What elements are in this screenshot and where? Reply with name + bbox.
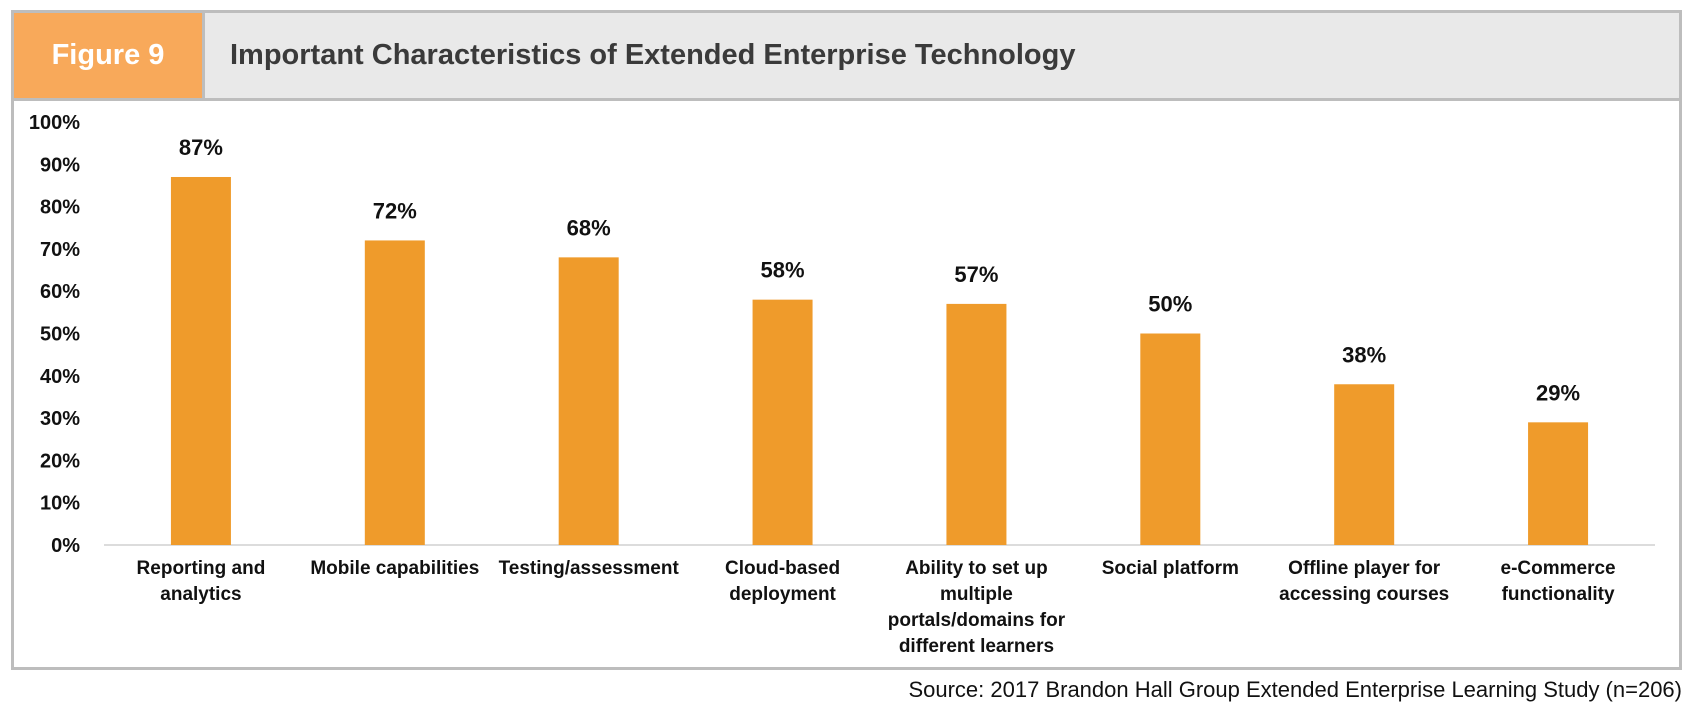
bar-chart: 0% 10% 20% 30% 40% 50% 60% 70% 80% 90% 100% 87% Repo… — [29, 112, 1655, 657]
bar — [1334, 384, 1395, 545]
data-label: 57% — [954, 262, 998, 287]
x-tick-label: Mobile capabilities — [310, 558, 479, 579]
data-label: 50% — [1148, 292, 1192, 317]
y-tick-label: 80% — [40, 197, 80, 219]
y-tick-label: 50% — [40, 324, 80, 346]
y-tick-label: 40% — [40, 366, 80, 388]
y-tick-label: 100% — [29, 112, 80, 134]
bar — [752, 299, 813, 545]
data-label: 68% — [567, 215, 611, 240]
source-note: Source: 2017 Brandon Hall Group Extended… — [908, 677, 1682, 702]
y-tick-label: 20% — [40, 450, 80, 472]
bar — [946, 303, 1007, 545]
x-tick-label: different learners — [899, 636, 1054, 657]
x-tick-label: Reporting and — [137, 558, 266, 579]
bar — [170, 176, 231, 545]
x-tick-label: Testing/assessment — [499, 558, 680, 579]
y-tick-label: 70% — [40, 239, 80, 261]
x-tick-label: Cloud-based — [725, 558, 840, 579]
x-tick-label: analytics — [160, 584, 241, 605]
x-tick-label: e-Commerce — [1501, 558, 1616, 579]
x-tick-label: Offline player for — [1288, 558, 1441, 579]
bar — [558, 257, 619, 545]
figure-number-badge: Figure 9 — [14, 13, 205, 98]
y-tick-label: 90% — [40, 154, 80, 176]
y-tick-label: 10% — [40, 493, 80, 515]
data-label: 29% — [1536, 380, 1580, 405]
data-label: 72% — [373, 198, 417, 223]
x-tick-label: portals/domains for — [888, 610, 1066, 631]
x-tick-label: multiple — [940, 584, 1013, 605]
bar — [1528, 422, 1589, 545]
x-tick-label: deployment — [729, 584, 836, 605]
x-tick-label: functionality — [1502, 584, 1615, 605]
bar — [1140, 333, 1201, 545]
figure-frame: Figure 9 Important Characteristics of Ex… — [11, 10, 1682, 670]
y-tick-label: 30% — [40, 408, 80, 430]
bar — [364, 240, 425, 545]
y-tick-label: 0% — [51, 535, 80, 557]
data-label: 38% — [1342, 342, 1386, 367]
data-label: 87% — [179, 135, 223, 160]
figure-title: Important Characteristics of Extended En… — [230, 39, 1076, 71]
x-tick-label: accessing courses — [1279, 584, 1449, 605]
x-tick-label: Social platform — [1102, 558, 1239, 579]
figure-header: Figure 9 Important Characteristics of Ex… — [14, 13, 1679, 101]
y-tick-label: 60% — [40, 281, 80, 303]
data-label: 58% — [761, 258, 805, 283]
x-tick-label: Ability to set up — [905, 558, 1048, 579]
